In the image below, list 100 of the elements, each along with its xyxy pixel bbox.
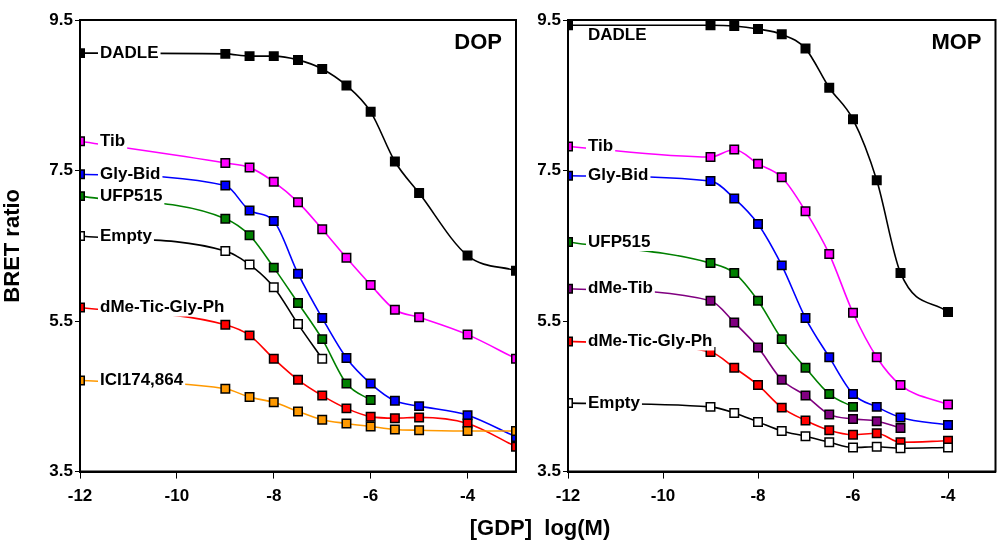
- point: [800, 431, 811, 442]
- point: [317, 414, 328, 425]
- y-tick-label: 9.5: [49, 9, 73, 29]
- point: [824, 249, 835, 260]
- point: [705, 151, 716, 162]
- point: [848, 401, 858, 412]
- point: [753, 416, 763, 427]
- point: [365, 279, 376, 290]
- y-tick-label: 7.5: [49, 160, 73, 180]
- point: [244, 330, 255, 341]
- point: [753, 342, 763, 353]
- point: [895, 267, 906, 278]
- y-tick-label: 9.5: [537, 9, 561, 29]
- point: [800, 43, 811, 54]
- point: [317, 353, 328, 364]
- point: [220, 48, 231, 59]
- x-tick-label: -12: [555, 486, 581, 506]
- point: [943, 442, 953, 453]
- x-tick-label: -6: [845, 486, 861, 506]
- series-label: Empty: [100, 225, 153, 245]
- series-label: Tib: [100, 130, 126, 150]
- point: [341, 252, 352, 263]
- x-tick-label: -12: [67, 486, 93, 506]
- point: [317, 313, 328, 324]
- point: [341, 378, 352, 389]
- point: [848, 307, 858, 318]
- y-tick-label: 3.5: [49, 461, 73, 481]
- series-label: DADLE: [100, 42, 159, 62]
- series-label: UFP515: [588, 231, 651, 251]
- point: [705, 295, 716, 306]
- point: [365, 378, 376, 389]
- x-axis-title: [GDP] log(M): [468, 515, 612, 541]
- point: [753, 24, 763, 35]
- point: [293, 319, 303, 330]
- point: [895, 412, 906, 423]
- point: [776, 334, 787, 345]
- series-label: Tib: [588, 136, 614, 156]
- point: [705, 258, 716, 269]
- point: [268, 51, 279, 62]
- point: [943, 399, 953, 410]
- series-label: ICI174,864: [100, 370, 184, 390]
- y-tick-label: 5.5: [49, 310, 73, 330]
- point: [389, 156, 400, 167]
- point: [943, 419, 953, 430]
- point: [341, 80, 352, 91]
- point: [341, 418, 352, 429]
- point: [462, 250, 473, 261]
- point: [943, 307, 953, 318]
- point: [244, 162, 255, 173]
- x-tick-label: -4: [459, 486, 476, 506]
- point: [895, 422, 906, 433]
- series-label: Empty: [588, 392, 641, 412]
- point: [800, 390, 811, 401]
- series-label: dMe-Tic-Gly-Ph: [588, 331, 713, 351]
- point: [293, 298, 303, 308]
- point: [268, 353, 279, 364]
- point: [414, 412, 425, 423]
- point: [341, 403, 352, 414]
- point: [268, 282, 279, 293]
- point: [729, 21, 740, 32]
- annotation: DOP: [454, 29, 502, 55]
- point: [414, 312, 425, 323]
- point: [871, 175, 882, 186]
- point: [824, 409, 835, 420]
- y-axis-title: BRET ratio: [0, 188, 25, 303]
- point: [462, 329, 473, 340]
- x-tick-label: -4: [940, 486, 957, 506]
- series-label: DADLE: [588, 24, 647, 44]
- point: [389, 424, 400, 435]
- point: [800, 313, 811, 324]
- point: [244, 205, 255, 216]
- point: [293, 406, 303, 417]
- point: [848, 429, 858, 440]
- point: [848, 389, 858, 400]
- point: [871, 416, 882, 427]
- point: [414, 425, 425, 436]
- point: [705, 401, 716, 412]
- point: [729, 317, 740, 328]
- point: [268, 215, 279, 226]
- point: [389, 413, 400, 424]
- point: [462, 425, 473, 436]
- point: [753, 218, 763, 229]
- point: [895, 380, 906, 391]
- point: [871, 401, 882, 412]
- point: [824, 352, 835, 363]
- point: [800, 206, 811, 217]
- point: [776, 260, 787, 271]
- y-tick-label: 7.5: [537, 160, 561, 180]
- point: [389, 304, 400, 315]
- point: [895, 443, 906, 454]
- point: [871, 428, 882, 439]
- point: [871, 441, 882, 452]
- point: [293, 268, 303, 279]
- point: [729, 144, 740, 155]
- series-label: Gly-Bid: [588, 165, 649, 185]
- point: [244, 259, 255, 270]
- point: [824, 425, 835, 436]
- point: [776, 425, 787, 436]
- point: [776, 172, 787, 183]
- point: [365, 421, 376, 432]
